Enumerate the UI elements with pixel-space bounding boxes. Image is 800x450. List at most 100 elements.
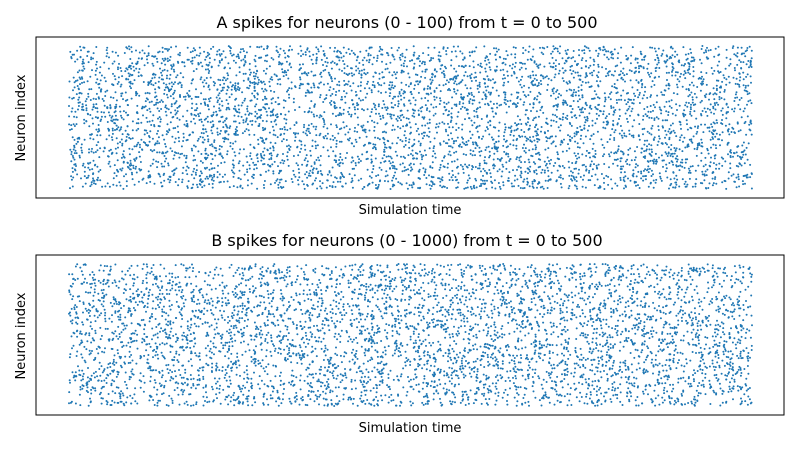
spike-point: [585, 65, 587, 68]
spike-point: [276, 115, 279, 118]
spike-point: [127, 78, 130, 81]
spike-point: [568, 121, 571, 124]
spike-point: [192, 78, 194, 81]
spike-point: [270, 102, 273, 105]
spike-point: [736, 46, 739, 49]
spike-point: [147, 144, 150, 147]
spike-point: [218, 145, 221, 147]
spike-point: [95, 144, 98, 147]
spike-point: [603, 146, 606, 149]
spike-point: [645, 175, 647, 177]
spike-point: [462, 58, 465, 61]
spike-point: [502, 181, 505, 184]
spike-point: [123, 175, 125, 178]
spike-point: [511, 103, 514, 105]
spike-point: [664, 151, 667, 154]
spike-point: [745, 75, 748, 78]
spike-point: [578, 108, 581, 111]
spike-point: [238, 169, 241, 172]
spike-point: [372, 143, 375, 146]
spike-point: [538, 138, 541, 141]
spike-point: [612, 113, 615, 116]
spike-point: [687, 52, 690, 55]
spike-point: [546, 187, 549, 189]
spike-point: [532, 103, 535, 106]
spike-point: [99, 120, 102, 122]
spike-point: [115, 128, 118, 131]
spike-point: [670, 160, 673, 163]
spike-point: [488, 66, 491, 69]
spike-point: [473, 115, 476, 118]
spike-point: [265, 170, 267, 173]
spike-point: [589, 179, 592, 182]
spike-point: [487, 104, 490, 107]
spike-point: [648, 152, 651, 155]
spike-point: [572, 56, 575, 59]
spike-point: [522, 187, 524, 190]
spike-point: [79, 83, 81, 86]
spike-point: [433, 137, 436, 140]
spike-point: [602, 110, 605, 113]
spike-point: [504, 98, 507, 101]
spike-point: [727, 111, 729, 113]
spike-point: [686, 183, 689, 186]
spike-point: [269, 141, 272, 144]
spike-point: [100, 115, 103, 118]
spike-point: [744, 120, 747, 123]
spike-point: [223, 161, 226, 164]
spike-point: [613, 48, 616, 51]
spike-point: [256, 157, 259, 160]
spike-point: [408, 76, 411, 79]
spike-point: [603, 163, 606, 165]
spike-point: [135, 157, 138, 160]
spike-point: [108, 56, 110, 59]
spike-point: [407, 168, 409, 171]
spike-point: [397, 102, 400, 105]
spike-point: [294, 175, 297, 178]
spike-point: [516, 105, 519, 108]
spike-point: [691, 60, 694, 62]
spike-point: [696, 127, 699, 129]
spike-point: [156, 98, 159, 101]
spike-point: [527, 94, 530, 97]
spike-point: [707, 152, 710, 155]
spike-point: [297, 52, 300, 55]
spike-point: [140, 121, 143, 124]
spike-point: [657, 61, 660, 64]
spike-point: [178, 118, 181, 121]
spike-point: [119, 141, 122, 144]
spike-point: [405, 168, 408, 171]
spike-point: [241, 101, 244, 104]
spike-point: [179, 153, 182, 156]
spike-point: [319, 164, 322, 167]
spike-point: [669, 154, 672, 157]
spike-point: [419, 60, 421, 63]
spike-point: [362, 99, 364, 101]
spike-point: [708, 126, 711, 129]
spike-point: [664, 129, 667, 132]
spike-point: [165, 114, 168, 117]
spike-point: [493, 142, 496, 145]
spike-point: [488, 61, 491, 64]
spike-point: [195, 114, 197, 117]
spike-point: [691, 185, 694, 188]
spike-point: [331, 80, 334, 83]
spike-point: [271, 125, 274, 128]
spike-point: [432, 106, 435, 109]
spike-point: [674, 157, 677, 160]
spike-point: [160, 181, 163, 184]
spike-point: [242, 119, 245, 122]
spike-point: [268, 65, 271, 68]
spike-point: [479, 71, 482, 74]
spike-point: [650, 94, 652, 97]
spike-point: [226, 85, 229, 88]
spike-point: [724, 124, 727, 127]
spike-point: [395, 177, 398, 180]
spike-point: [313, 84, 316, 87]
spike-point: [322, 50, 325, 52]
spike-point: [357, 85, 360, 88]
spike-point: [178, 104, 181, 107]
spike-point: [515, 147, 518, 150]
spike-point: [170, 67, 173, 70]
spike-point: [452, 45, 455, 48]
